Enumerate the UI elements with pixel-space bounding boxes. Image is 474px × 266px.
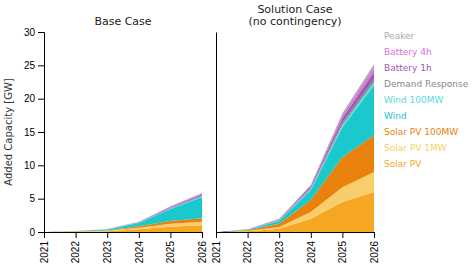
tick-mark	[374, 232, 375, 238]
x-axis: 2021 2022 2023 2024 2025 2026	[39, 232, 208, 263]
legend-entry: Solar PV	[384, 159, 422, 169]
tick-mark	[279, 232, 280, 238]
tick-label: 5	[29, 193, 35, 204]
tick: 2025	[337, 232, 348, 263]
area	[44, 194, 202, 232]
tick-mark	[107, 232, 108, 238]
tick-mark	[38, 99, 44, 100]
tick-label: 2023	[102, 241, 113, 264]
tick-mark	[38, 199, 44, 200]
tick-label: 2025	[337, 241, 348, 264]
area	[44, 218, 202, 232]
tick-mark	[248, 232, 249, 238]
tick-mark	[170, 232, 171, 238]
tick-mark	[139, 232, 140, 238]
y-axis	[216, 33, 217, 233]
tick: 2025	[165, 232, 176, 263]
area	[44, 196, 202, 232]
tick-label: 25	[24, 60, 36, 71]
tick: 2021	[211, 232, 222, 263]
area	[216, 64, 374, 232]
areas	[44, 193, 202, 232]
area	[44, 193, 202, 232]
areas	[216, 64, 374, 232]
tick-mark	[38, 32, 44, 33]
axis-line	[38, 33, 45, 233]
tick-label: 20	[24, 93, 36, 104]
tick-mark	[38, 232, 44, 233]
tick-mark	[311, 232, 312, 238]
tick: 2023	[102, 232, 113, 263]
tick: 2024	[306, 232, 317, 263]
tick: 2026	[369, 232, 380, 263]
tick-label: 2022	[242, 241, 253, 264]
legend-entry: Wind 100MW	[384, 95, 443, 105]
tick-label: 2021	[211, 241, 222, 264]
tick-mark	[76, 232, 77, 238]
tick: 10	[24, 160, 44, 171]
legend-entry: Solar PV 100MW	[384, 127, 458, 137]
tick-label: 0	[29, 227, 35, 238]
legend-entry: Battery 4h	[384, 47, 432, 57]
legend-entry: Demand Response	[384, 79, 469, 89]
tick: 0	[29, 227, 44, 238]
legend: Peaker Battery 4h Battery 1h Demand Respons…	[384, 31, 469, 169]
tick: 2023	[274, 232, 285, 263]
tick-mark	[202, 232, 203, 238]
panel: 2021 2022 2023 2024 2025 2026 Solution Case(no…	[211, 3, 380, 263]
tick: 2026	[197, 232, 208, 263]
tick-label: 2026	[369, 241, 380, 264]
tick: 2021	[39, 232, 50, 263]
tick-label: 2023	[274, 241, 285, 264]
tick-mark	[216, 232, 217, 238]
tick-label: 2025	[165, 241, 176, 264]
area	[44, 195, 202, 232]
panel: 202120222023202420252026051015202530Adde…	[3, 15, 208, 263]
legend-entry: Peaker	[384, 31, 415, 41]
title: Solution Case(no contingency)	[248, 3, 341, 28]
tick-label: 30	[24, 27, 36, 38]
tick: 25	[24, 60, 44, 71]
tick: 30	[24, 27, 44, 38]
tick: 15	[24, 127, 44, 138]
area	[44, 197, 202, 232]
tick-label: 10	[24, 160, 36, 171]
tick-label: 2024	[306, 241, 317, 264]
tick-label: 2021	[39, 241, 50, 264]
axis-line	[216, 33, 217, 233]
tick-mark	[342, 232, 343, 238]
legend-entry: Battery 1h	[384, 63, 432, 73]
tick-label: 15	[24, 127, 36, 138]
axis-line	[45, 233, 203, 239]
y-label: Added Capacity [GW]	[3, 78, 14, 185]
tick: 5	[29, 193, 44, 204]
area	[216, 68, 374, 232]
chart: 202120222023202420252026051015202530Adde…	[0, 0, 474, 266]
area	[44, 196, 202, 232]
tick-label: 2024	[134, 241, 145, 264]
tick: 2024	[134, 232, 145, 263]
tick: 2022	[242, 232, 253, 263]
y-axis: 0 5 10 15 20 25 30	[24, 27, 45, 238]
tick: 20	[24, 93, 44, 104]
area	[216, 72, 374, 232]
tick-mark	[38, 65, 44, 66]
title: Base Case	[94, 15, 151, 28]
tick: 2022	[70, 232, 81, 263]
legend-entry: Wind	[384, 111, 407, 121]
axis-line	[217, 233, 375, 239]
x-axis: 2021 2022 2023 2024 2025 2026	[211, 232, 380, 263]
tick-mark	[38, 132, 44, 133]
tick-label: 2022	[70, 241, 81, 264]
tick-mark	[38, 165, 44, 166]
tick-label: 2026	[197, 241, 208, 264]
legend-entry: Solar PV 1MW	[384, 143, 447, 153]
